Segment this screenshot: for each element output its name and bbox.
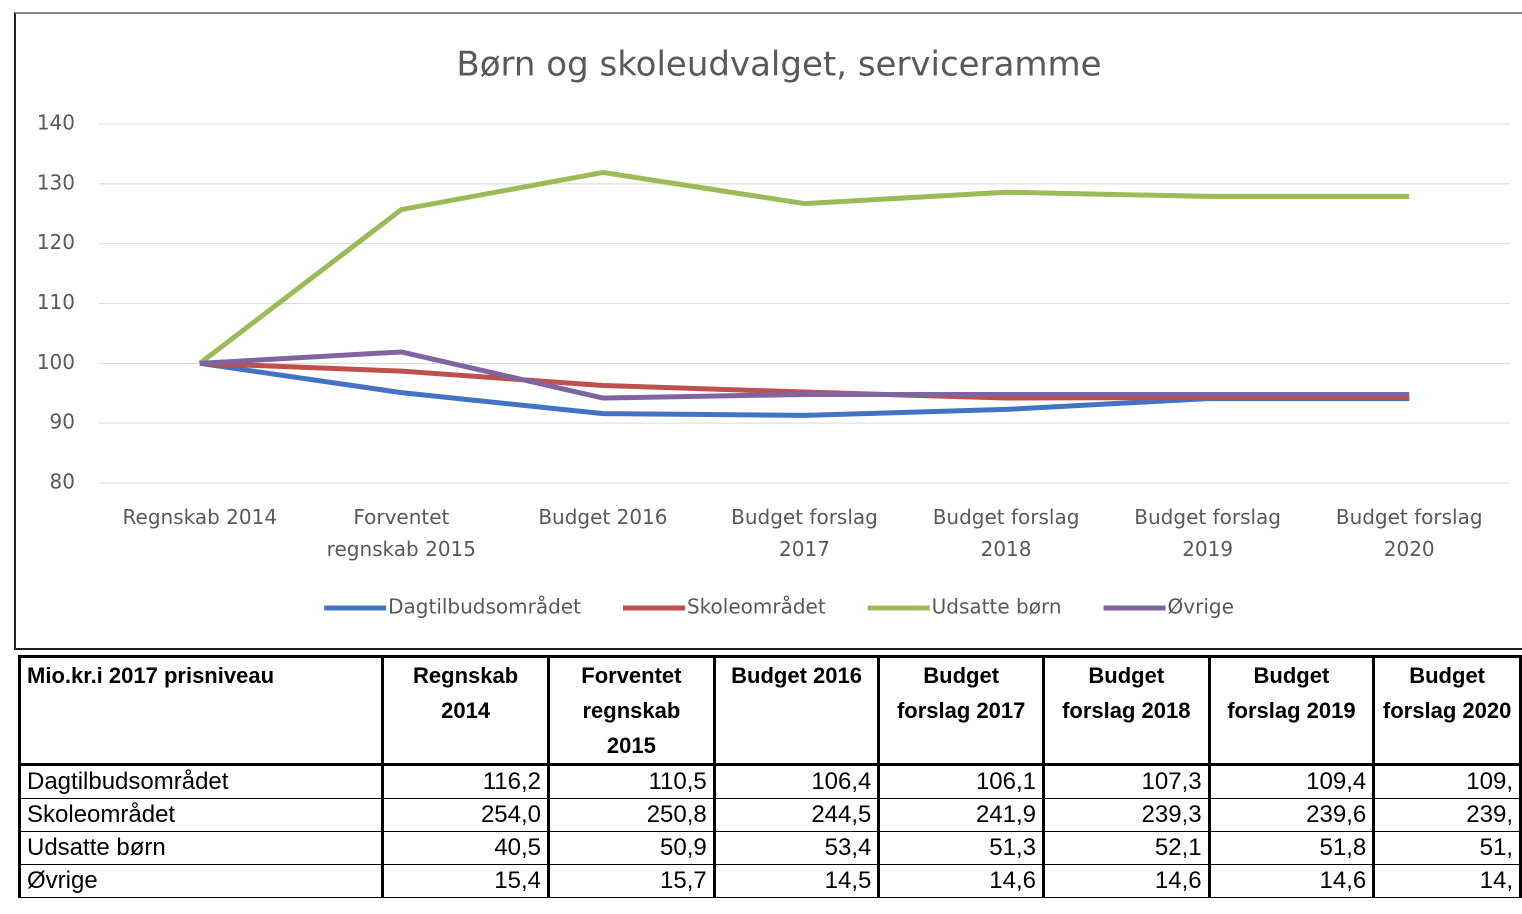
table-cell: Skoleområdet bbox=[17, 798, 385, 832]
table-cell: Øvrige bbox=[17, 864, 385, 898]
table-row: Øvrige 15,4 15,7 14,5 14,6 14,6 14,6 14, bbox=[17, 864, 1522, 898]
legend: Dagtilbudsområdet Skoleområdet Udsatte bør… bbox=[324, 595, 1234, 619]
table-cell: 254,0 bbox=[381, 798, 551, 832]
x-tick-label: Budget forslag 2019 bbox=[1134, 505, 1281, 561]
legend-label: Skoleområdet bbox=[687, 595, 826, 619]
table-row: Udsatte børn 40,5 50,9 53,4 51,3 52,1 51,8 51, bbox=[17, 831, 1522, 865]
y-tick-label: 110 bbox=[37, 290, 75, 314]
table-cell: 14,6 bbox=[1042, 864, 1211, 898]
data-table: Mio.kr.i 2017 prisniveau Regnskab 2014 For… bbox=[17, 655, 1522, 898]
table-row: Dagtilbudsområdet 116,2 110,5 106,4 106,1 107… bbox=[17, 764, 1522, 799]
legend-label: Dagtilbudsområdet bbox=[388, 595, 581, 619]
x-tick-label: Forventet regnskab 2015 bbox=[326, 505, 476, 561]
table-cell: 106,1 bbox=[877, 764, 1045, 799]
table-cell: 107,3 bbox=[1042, 764, 1211, 799]
table-cell: 244,5 bbox=[712, 798, 881, 832]
y-tick-label: 130 bbox=[37, 170, 75, 194]
table-cell: 106,4 bbox=[712, 764, 881, 799]
table-cell: 50,9 bbox=[547, 831, 716, 865]
table-cell: 14,6 bbox=[877, 864, 1045, 898]
x-tick-label: Budget forslag 2018 bbox=[932, 505, 1080, 561]
chart-title: Børn og skoleudvalget, serviceramme bbox=[456, 45, 1101, 85]
table-cell: 15,4 bbox=[381, 864, 551, 898]
table-cell: 239, bbox=[1372, 798, 1522, 832]
chart-area: Børn og skoleudvalget, serviceramme 80 90… bbox=[14, 12, 1522, 650]
x-tick-label: Budget forslag 2020 bbox=[1335, 505, 1483, 561]
header-row: Mio.kr.i 2017 prisniveau Regnskab 2014 For… bbox=[17, 655, 1522, 766]
x-tick-label: Budget 2016 bbox=[538, 505, 668, 529]
header-cell: Mio.kr.i 2017 prisniveau bbox=[17, 655, 385, 766]
table-cell: 250,8 bbox=[547, 798, 716, 832]
table-cell: 239,3 bbox=[1042, 798, 1211, 832]
header-cell: Regnskab 2014 bbox=[381, 655, 551, 766]
table-cell: 51, bbox=[1372, 831, 1522, 865]
header-cell: Budget forslag 2020 bbox=[1372, 655, 1522, 766]
table-cell: 15,7 bbox=[547, 864, 716, 898]
series-line bbox=[198, 169, 1410, 366]
table-cell: 14, bbox=[1372, 864, 1522, 898]
table-cell: 14,6 bbox=[1207, 864, 1376, 898]
table-row: Skoleområdet 254,0 250,8 244,5 241,9 239,3 239… bbox=[17, 798, 1522, 832]
y-tick-label: 140 bbox=[37, 111, 75, 135]
table-cell: 116,2 bbox=[381, 764, 551, 799]
header-cell: Budget 2016 bbox=[712, 655, 881, 766]
y-tick-label: 80 bbox=[50, 470, 75, 494]
table-cell: 109, bbox=[1372, 764, 1522, 799]
header-cell: Budget forslag 2017 bbox=[877, 655, 1045, 766]
table-cell: 40,5 bbox=[381, 831, 551, 865]
table-cell: 52,1 bbox=[1042, 831, 1211, 865]
table-cell: 51,3 bbox=[877, 831, 1045, 865]
table-cell: 14,5 bbox=[712, 864, 881, 898]
table-cell: Dagtilbudsområdet bbox=[17, 764, 385, 799]
chart: Børn og skoleudvalget, serviceramme 80 90… bbox=[37, 45, 1510, 619]
header-cell: Forventet regnskab 2015 bbox=[547, 655, 716, 766]
table-cell: Udsatte børn bbox=[17, 831, 385, 865]
table-cell: 239,6 bbox=[1207, 798, 1376, 832]
table-cell: 51,8 bbox=[1207, 831, 1376, 865]
x-tick-label: Budget forslag 2017 bbox=[731, 505, 878, 561]
table-cell: 53,4 bbox=[712, 831, 881, 865]
table-cell: 241,9 bbox=[877, 798, 1045, 832]
series-line bbox=[199, 349, 1410, 401]
x-tick-label: Regnskab 2014 bbox=[122, 505, 278, 529]
table-cell: 109,4 bbox=[1207, 764, 1376, 799]
y-tick-label: 100 bbox=[37, 350, 75, 374]
legend-label: Udsatte børn bbox=[932, 595, 1062, 619]
header-cell: Budget forslag 2019 bbox=[1207, 655, 1376, 766]
table-cell: 110,5 bbox=[547, 764, 716, 799]
y-tick-label: 90 bbox=[50, 410, 75, 434]
y-tick-label: 120 bbox=[37, 230, 75, 254]
legend-label: Øvrige bbox=[1168, 595, 1234, 619]
header-cell: Budget forslag 2018 bbox=[1042, 655, 1211, 766]
